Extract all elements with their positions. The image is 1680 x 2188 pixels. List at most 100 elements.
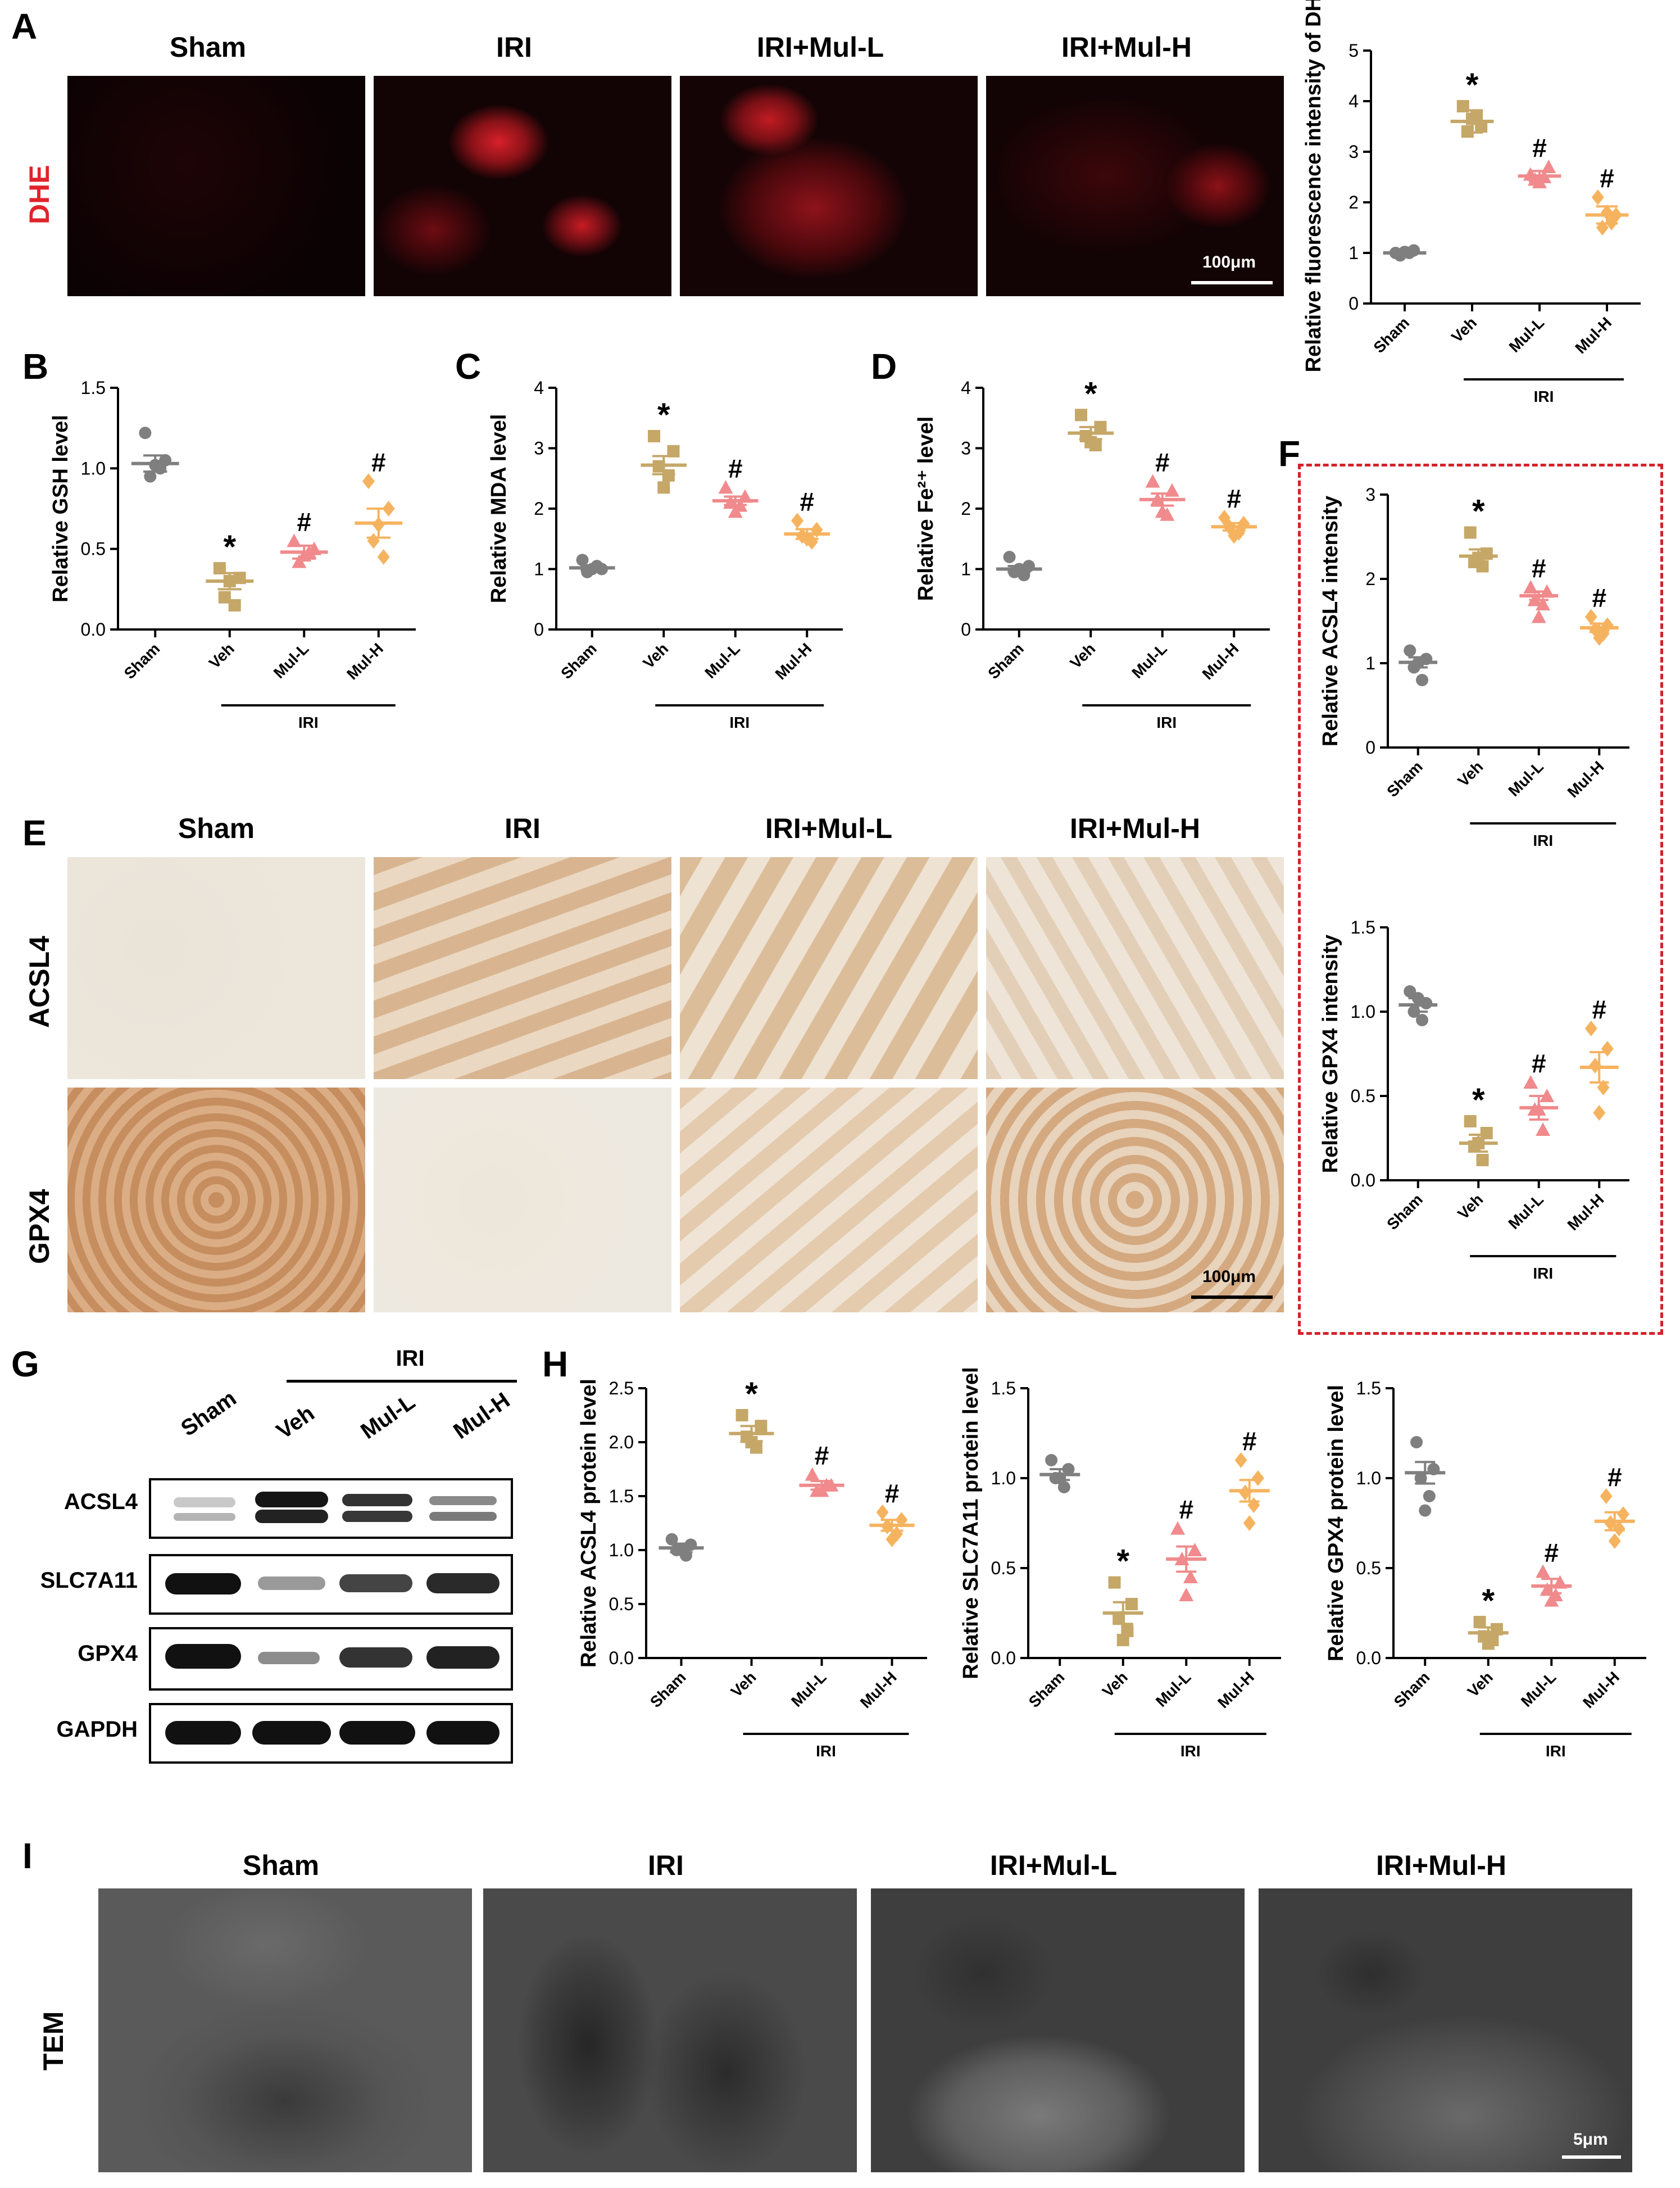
data-point bbox=[1617, 1506, 1629, 1522]
band bbox=[342, 1511, 412, 1522]
y-tick-label: 1.5 bbox=[991, 1378, 1016, 1398]
data-point bbox=[139, 427, 152, 440]
y-axis-label: Relative GSH level bbox=[49, 415, 72, 603]
chart-fe: 0 1 2 3 4 Relative Fe²⁺ level Sham Veh Mul-L Mul-… bbox=[914, 375, 1270, 731]
data-point bbox=[735, 1409, 748, 1421]
significance-mark: # bbox=[728, 454, 743, 483]
y-tick-label: 0.5 bbox=[1356, 1558, 1381, 1578]
data-point bbox=[287, 533, 302, 547]
scalebar-a bbox=[1191, 281, 1273, 284]
data-point bbox=[228, 599, 241, 611]
y-tick-label: 0.0 bbox=[1351, 1170, 1375, 1190]
row-label-tem: TEM bbox=[38, 2011, 69, 2071]
group-label: IRI bbox=[1180, 1742, 1201, 1760]
chart-dhe: 0 1 2 3 4 5 Relative fluorescence intensity of… bbox=[1302, 0, 1641, 405]
band bbox=[339, 1574, 412, 1592]
x-tick-label: Mul-H bbox=[857, 1668, 900, 1711]
x-tick-label: Mul-L bbox=[270, 640, 312, 682]
scalebar-label-e: 100μm bbox=[1202, 1267, 1256, 1286]
band bbox=[258, 1577, 325, 1590]
x-tick-label: Sham bbox=[121, 640, 164, 682]
data-point bbox=[1536, 1564, 1551, 1578]
panel-letter-g: G bbox=[11, 1344, 39, 1384]
group-label: IRI bbox=[1156, 714, 1177, 731]
x-tick-label: Veh bbox=[1066, 640, 1098, 672]
row-label-acsl4-e: ACSL4 bbox=[24, 936, 55, 1028]
wb-lane-sham: Sham bbox=[176, 1385, 241, 1442]
data-point bbox=[1541, 160, 1556, 173]
x-tick-label: Mul-H bbox=[1564, 758, 1608, 801]
data-point bbox=[1464, 1115, 1477, 1127]
data-point bbox=[648, 430, 661, 442]
x-tick-label: Mul-H bbox=[1214, 1668, 1257, 1711]
significance-mark: # bbox=[1155, 448, 1170, 477]
data-point bbox=[1601, 1041, 1614, 1057]
y-tick-label: 1 bbox=[1365, 653, 1375, 673]
panel-letter-h: H bbox=[542, 1344, 569, 1384]
wb-group-label: IRI bbox=[396, 1346, 425, 1371]
data-point bbox=[1416, 1014, 1429, 1026]
ihc-acsl4-mulh bbox=[986, 857, 1284, 1079]
significance-mark: # bbox=[1242, 1426, 1257, 1456]
data-point bbox=[1251, 1470, 1264, 1486]
significance-mark: * bbox=[745, 1376, 758, 1412]
y-tick-label: 0.0 bbox=[1356, 1648, 1381, 1668]
chart-gsh: 0.0 0.5 1.0 1.5 Relative GSH level Sham Veh Mul… bbox=[49, 378, 416, 731]
y-tick-label: 2 bbox=[534, 499, 544, 519]
data-point bbox=[1170, 1521, 1186, 1535]
significance-mark: * bbox=[1116, 1543, 1129, 1580]
x-tick-label: Mul-H bbox=[1579, 1668, 1623, 1711]
data-point bbox=[1416, 674, 1429, 686]
band bbox=[429, 1512, 497, 1521]
data-point bbox=[1419, 1504, 1432, 1517]
y-tick-label: 4 bbox=[961, 378, 971, 398]
ihc-gpx4-iri bbox=[374, 1088, 671, 1312]
wb-label-acsl4: ACSL4 bbox=[63, 1489, 138, 1514]
wb-blot-slc7a11 bbox=[149, 1554, 513, 1615]
y-tick-label: 0.0 bbox=[609, 1648, 634, 1668]
data-point bbox=[1414, 1472, 1427, 1484]
y-tick-label: 1.0 bbox=[1351, 1002, 1375, 1022]
y-axis-label: Relative MDA level bbox=[487, 414, 511, 604]
wb-lane-mull: Mul-L bbox=[356, 1389, 420, 1444]
y-tick-label: 2 bbox=[961, 499, 971, 519]
y-tick-label: 4 bbox=[534, 378, 544, 398]
dhe-image-mull bbox=[680, 76, 978, 296]
data-point bbox=[1145, 474, 1160, 488]
data-point bbox=[144, 470, 157, 483]
y-tick-label: 2.0 bbox=[609, 1432, 634, 1452]
y-tick-label: 1 bbox=[1348, 243, 1359, 263]
group-label: IRI bbox=[298, 714, 319, 731]
significance-mark: * bbox=[657, 397, 670, 433]
data-point bbox=[1075, 409, 1088, 422]
data-point bbox=[1404, 644, 1416, 657]
wb-blot-gpx4 bbox=[149, 1627, 513, 1691]
col-label-iri-i: IRI bbox=[648, 1850, 684, 1881]
x-tick-label: Mul-L bbox=[1128, 640, 1170, 682]
data-point bbox=[1600, 1488, 1613, 1504]
y-tick-label: 1.5 bbox=[1351, 917, 1375, 937]
ihc-acsl4-mull bbox=[680, 857, 978, 1079]
y-tick-label: 0 bbox=[534, 619, 544, 640]
x-tick-label: Mul-L bbox=[1518, 1668, 1560, 1710]
y-axis-label: Relative ACSL4 intensity bbox=[1319, 496, 1342, 746]
significance-mark: # bbox=[1608, 1462, 1622, 1492]
x-tick-label: Sham bbox=[1025, 1668, 1068, 1711]
x-tick-label: Mul-L bbox=[1506, 314, 1548, 356]
panel-letter-d: D bbox=[871, 346, 897, 387]
x-tick-label: Mul-H bbox=[1572, 314, 1615, 357]
data-point bbox=[1536, 1122, 1551, 1136]
significance-mark: # bbox=[1532, 1049, 1546, 1078]
band bbox=[426, 1646, 500, 1669]
y-tick-label: 1.0 bbox=[1356, 1468, 1381, 1488]
data-point bbox=[665, 1533, 678, 1546]
col-label-sham-e: Sham bbox=[178, 813, 255, 844]
data-point bbox=[1613, 1520, 1625, 1537]
wb-blot-gapdh bbox=[149, 1703, 513, 1764]
y-tick-label: 0 bbox=[1365, 737, 1375, 758]
data-point bbox=[1523, 1075, 1538, 1089]
data-point bbox=[1239, 1484, 1252, 1501]
x-tick-label: Veh bbox=[1099, 1668, 1131, 1700]
data-point bbox=[886, 1531, 898, 1547]
x-tick-label: Mul-L bbox=[701, 640, 743, 682]
